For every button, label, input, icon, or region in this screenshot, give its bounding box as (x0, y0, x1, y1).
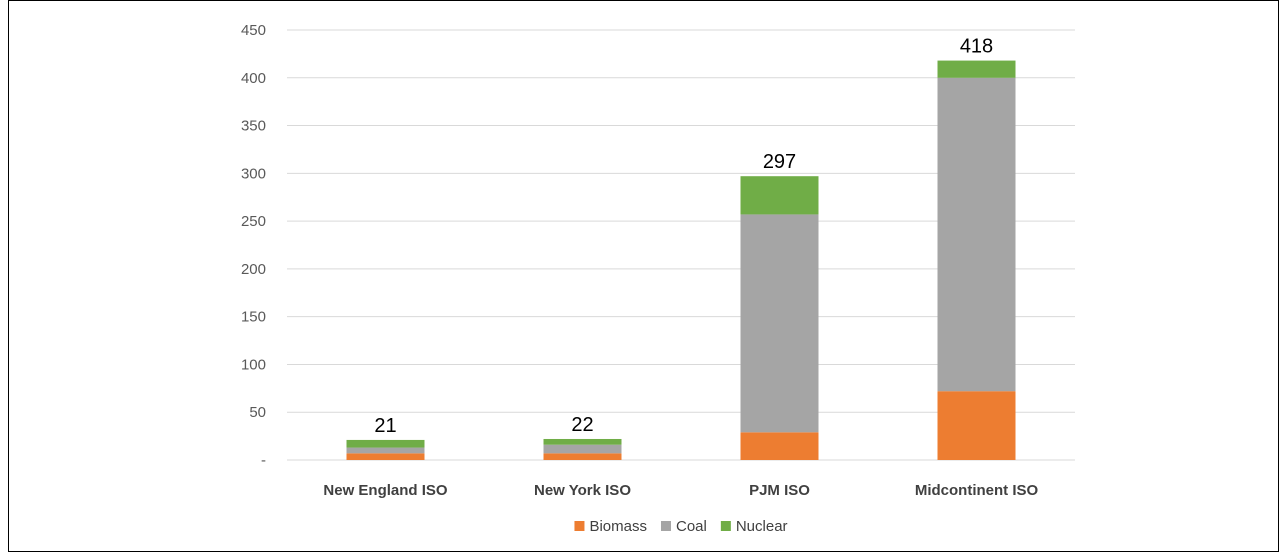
bar-nuclear-1 (543, 438, 622, 445)
y-tick-label: 250 (241, 213, 266, 230)
legend-label-coal: Coal (676, 518, 707, 535)
y-tick-label: 150 (241, 309, 266, 326)
total-data-label: 418 (960, 36, 993, 58)
bar-coal-2 (740, 214, 819, 433)
legend-label-biomass: Biomass (589, 518, 647, 535)
bar-biomass-0 (346, 453, 425, 460)
x-category-label: PJM ISO (749, 482, 810, 499)
bar-coal-1 (543, 444, 622, 454)
bar-biomass-3 (937, 391, 1016, 460)
x-category-label: New York ISO (534, 482, 631, 499)
legend-label-nuclear: Nuclear (736, 518, 788, 535)
legend-swatch-coal (660, 521, 671, 531)
x-category-label: New England ISO (323, 482, 448, 499)
x-category-label: Midcontinent ISO (915, 482, 1039, 499)
y-tick-label: 200 (241, 261, 266, 278)
y-tick-label: 350 (241, 118, 266, 135)
total-labels: 21 22 297 418 (374, 36, 993, 437)
y-tick-label: - (261, 452, 266, 469)
y-tick-label: 50 (249, 404, 266, 421)
bar-coal-3 (937, 77, 1016, 392)
bars (346, 60, 1016, 460)
total-data-label: 297 (763, 151, 796, 173)
y-axis: - 50 100 150 200 250 300 350 400 450 (241, 22, 266, 469)
y-tick-label: 450 (241, 22, 266, 39)
bar-nuclear-2 (740, 176, 819, 215)
bar-nuclear-3 (937, 60, 1016, 78)
total-data-label: 21 (374, 415, 396, 437)
bar-biomass-2 (740, 432, 819, 460)
y-tick-label: 300 (241, 165, 266, 182)
bar-nuclear-0 (346, 439, 425, 448)
legend: Biomass Coal Nuclear (574, 518, 788, 535)
bar-coal-0 (346, 447, 425, 454)
bar-biomass-1 (543, 453, 622, 460)
x-axis: New England ISO New York ISO PJM ISO Midcon… (323, 482, 1038, 499)
total-data-label: 22 (571, 414, 593, 436)
y-tick-label: 400 (241, 70, 266, 87)
y-tick-label: 100 (241, 356, 266, 373)
legend-swatch-biomass (574, 521, 585, 531)
legend-swatch-nuclear (720, 521, 731, 531)
